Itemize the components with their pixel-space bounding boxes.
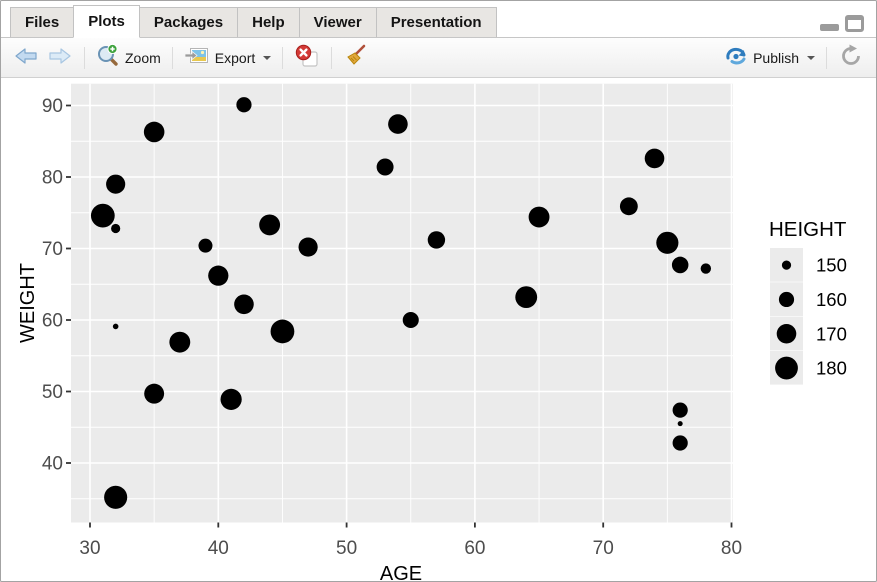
x-axis-title: AGE	[380, 563, 422, 582]
arrow-forward-icon	[47, 45, 73, 70]
y-axis-title: WEIGHT	[17, 263, 39, 343]
data-point	[515, 286, 538, 309]
data-point	[208, 265, 229, 286]
export-button[interactable]: Export	[180, 42, 275, 73]
zoom-button[interactable]: Zoom	[92, 41, 165, 74]
data-point	[259, 214, 281, 236]
legend-entry-label: 160	[816, 289, 847, 310]
data-point	[427, 231, 446, 249]
maximize-icon[interactable]	[845, 15, 864, 32]
x-tick-label: 50	[336, 538, 357, 559]
data-point	[234, 294, 254, 315]
y-tick-label: 60	[42, 311, 63, 332]
data-point	[671, 256, 689, 274]
tab-viewer[interactable]: Viewer	[298, 7, 377, 37]
data-point	[700, 263, 712, 274]
data-point	[112, 323, 119, 330]
data-point	[644, 148, 665, 169]
x-tick-label: 80	[721, 538, 742, 559]
data-point	[90, 203, 115, 228]
ggplot-scatter-image: 30 40 50 60 70 80 40 50 60 70 80 90 AGE WEIGHT HEIGHT 1…	[17, 83, 847, 582]
minimize-icon[interactable]	[820, 15, 839, 33]
remove-plot-button[interactable]	[290, 40, 324, 75]
y-tick-label: 40	[42, 454, 63, 475]
publish-button-label: Publish	[753, 49, 799, 66]
zoom-button-label: Zoom	[125, 49, 161, 66]
legend-entry-label: 170	[816, 323, 847, 344]
y-tick-label: 90	[42, 96, 63, 117]
legend-key-circle	[781, 260, 792, 270]
pane-tab-bar: Files Plots Packages Help Viewer Presentation	[1, 1, 876, 38]
broom-icon	[343, 43, 369, 72]
data-point	[198, 238, 213, 253]
arrow-back-icon	[13, 45, 39, 70]
magnifier-zoom-icon	[96, 43, 120, 71]
clear-all-plots-button[interactable]	[339, 40, 373, 75]
forward-button[interactable]	[43, 42, 77, 73]
publish-button[interactable]: Publish	[720, 43, 819, 72]
data-point	[528, 206, 550, 228]
toolbar-separator	[84, 46, 85, 69]
caret-down-icon	[263, 55, 272, 60]
data-point	[677, 421, 683, 427]
data-point	[144, 383, 165, 404]
toolbar-separator	[331, 46, 333, 69]
window-controls	[820, 15, 864, 33]
data-point	[143, 121, 165, 143]
y-tick-label: 70	[42, 239, 63, 260]
refresh-button[interactable]	[834, 40, 868, 75]
plot-output-area: 30 40 50 60 70 80 40 50 60 70 80 90 AGE WEIGHT HEIGHT 1…	[1, 78, 876, 582]
tab-list: Files Plots Packages Help Viewer Presentation	[1, 5, 497, 38]
toolbar-separator	[171, 46, 173, 69]
remove-plot-icon	[294, 43, 320, 72]
data-point	[672, 435, 688, 451]
image-export-icon	[184, 45, 210, 70]
data-point	[388, 114, 408, 134]
data-point	[220, 388, 242, 410]
toolbar-separator	[826, 46, 827, 69]
y-tick-label: 80	[42, 168, 63, 189]
data-point	[376, 158, 394, 176]
tab-help[interactable]: Help	[237, 7, 300, 37]
data-point	[298, 237, 318, 257]
x-tick-label: 30	[79, 538, 100, 559]
plot-panel	[71, 83, 733, 523]
x-tick-label: 70	[593, 538, 614, 559]
publish-icon	[724, 46, 748, 69]
data-point	[104, 485, 128, 509]
legend-entry-label: 180	[816, 358, 847, 379]
tab-packages[interactable]: Packages	[138, 7, 239, 37]
refresh-icon	[838, 43, 864, 72]
legend-key-circle	[776, 323, 797, 344]
data-point	[672, 402, 688, 418]
caret-down-icon	[807, 55, 815, 60]
legend-title: HEIGHT	[769, 218, 847, 241]
data-point	[106, 174, 126, 194]
y-tick-label: 50	[42, 382, 63, 403]
data-point	[111, 223, 121, 234]
export-button-label: Export	[214, 49, 256, 66]
data-point	[619, 197, 638, 216]
x-tick-label: 60	[464, 538, 485, 559]
legend-entry-label: 150	[816, 255, 847, 276]
data-point	[270, 319, 295, 344]
data-point	[656, 231, 679, 254]
x-tick-label: 40	[208, 538, 229, 559]
plots-toolbar: Zoom Export	[1, 38, 876, 78]
tab-presentation[interactable]: Presentation	[375, 7, 497, 37]
data-point	[402, 311, 419, 329]
legend-key-circle	[778, 291, 795, 308]
legend-key-circle	[775, 356, 798, 380]
back-button[interactable]	[9, 42, 43, 73]
data-point	[169, 331, 191, 353]
data-point	[236, 97, 252, 113]
tab-plots[interactable]: Plots	[73, 5, 140, 38]
tab-files[interactable]: Files	[10, 7, 75, 37]
toolbar-separator	[282, 46, 284, 69]
